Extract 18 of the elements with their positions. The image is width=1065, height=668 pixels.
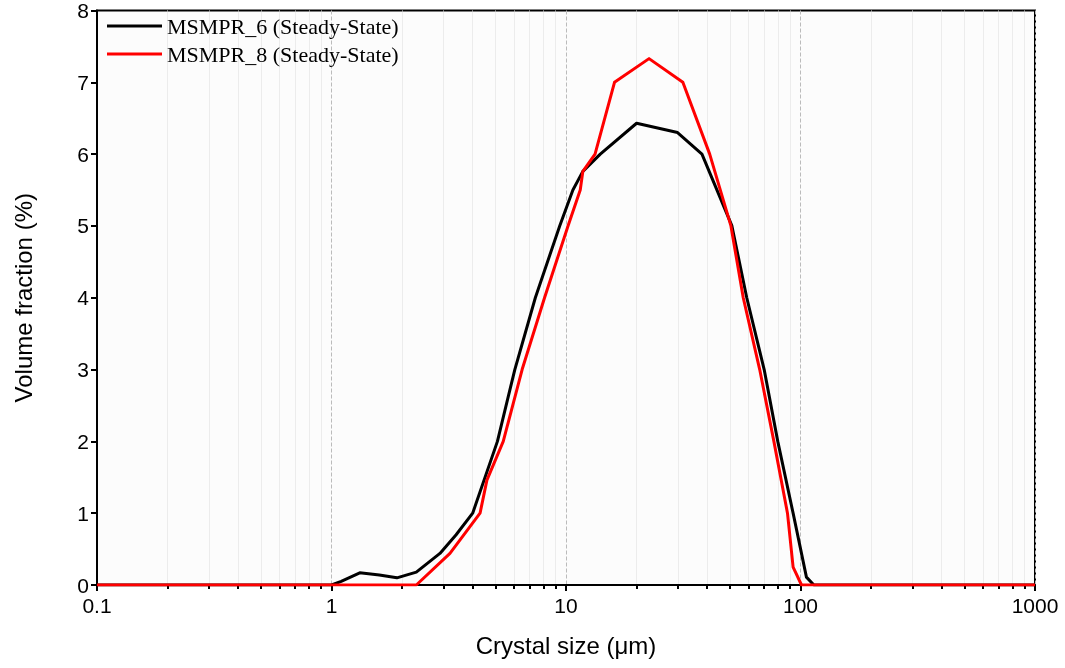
legend-label: MSMPR_8 (Steady-State) — [167, 41, 399, 67]
y-tick-label: 8 — [77, 0, 89, 22]
y-tick-label: 2 — [77, 429, 89, 453]
y-tick-label: 3 — [77, 358, 89, 382]
x-tick-label: 100 — [782, 594, 819, 617]
legend-label: MSMPR_6 (Steady-State) — [167, 13, 399, 39]
x-tick-label: 1 — [325, 594, 338, 617]
x-tick-label: 0.1 — [82, 594, 112, 617]
x-tick-label: 10 — [554, 594, 578, 617]
y-tick-label: 4 — [77, 286, 90, 310]
y-tick-label: 0 — [77, 573, 89, 597]
y-tick-label: 1 — [77, 501, 89, 525]
y-tick-label: 5 — [77, 214, 89, 238]
y-axis-title: Volume fraction (%) — [9, 193, 37, 403]
x-tick-label: 1000 — [1011, 594, 1059, 617]
x-axis-title: Crystal size (μm) — [475, 631, 657, 659]
y-tick-label: 7 — [77, 70, 89, 94]
y-tick-label: 6 — [77, 142, 89, 166]
